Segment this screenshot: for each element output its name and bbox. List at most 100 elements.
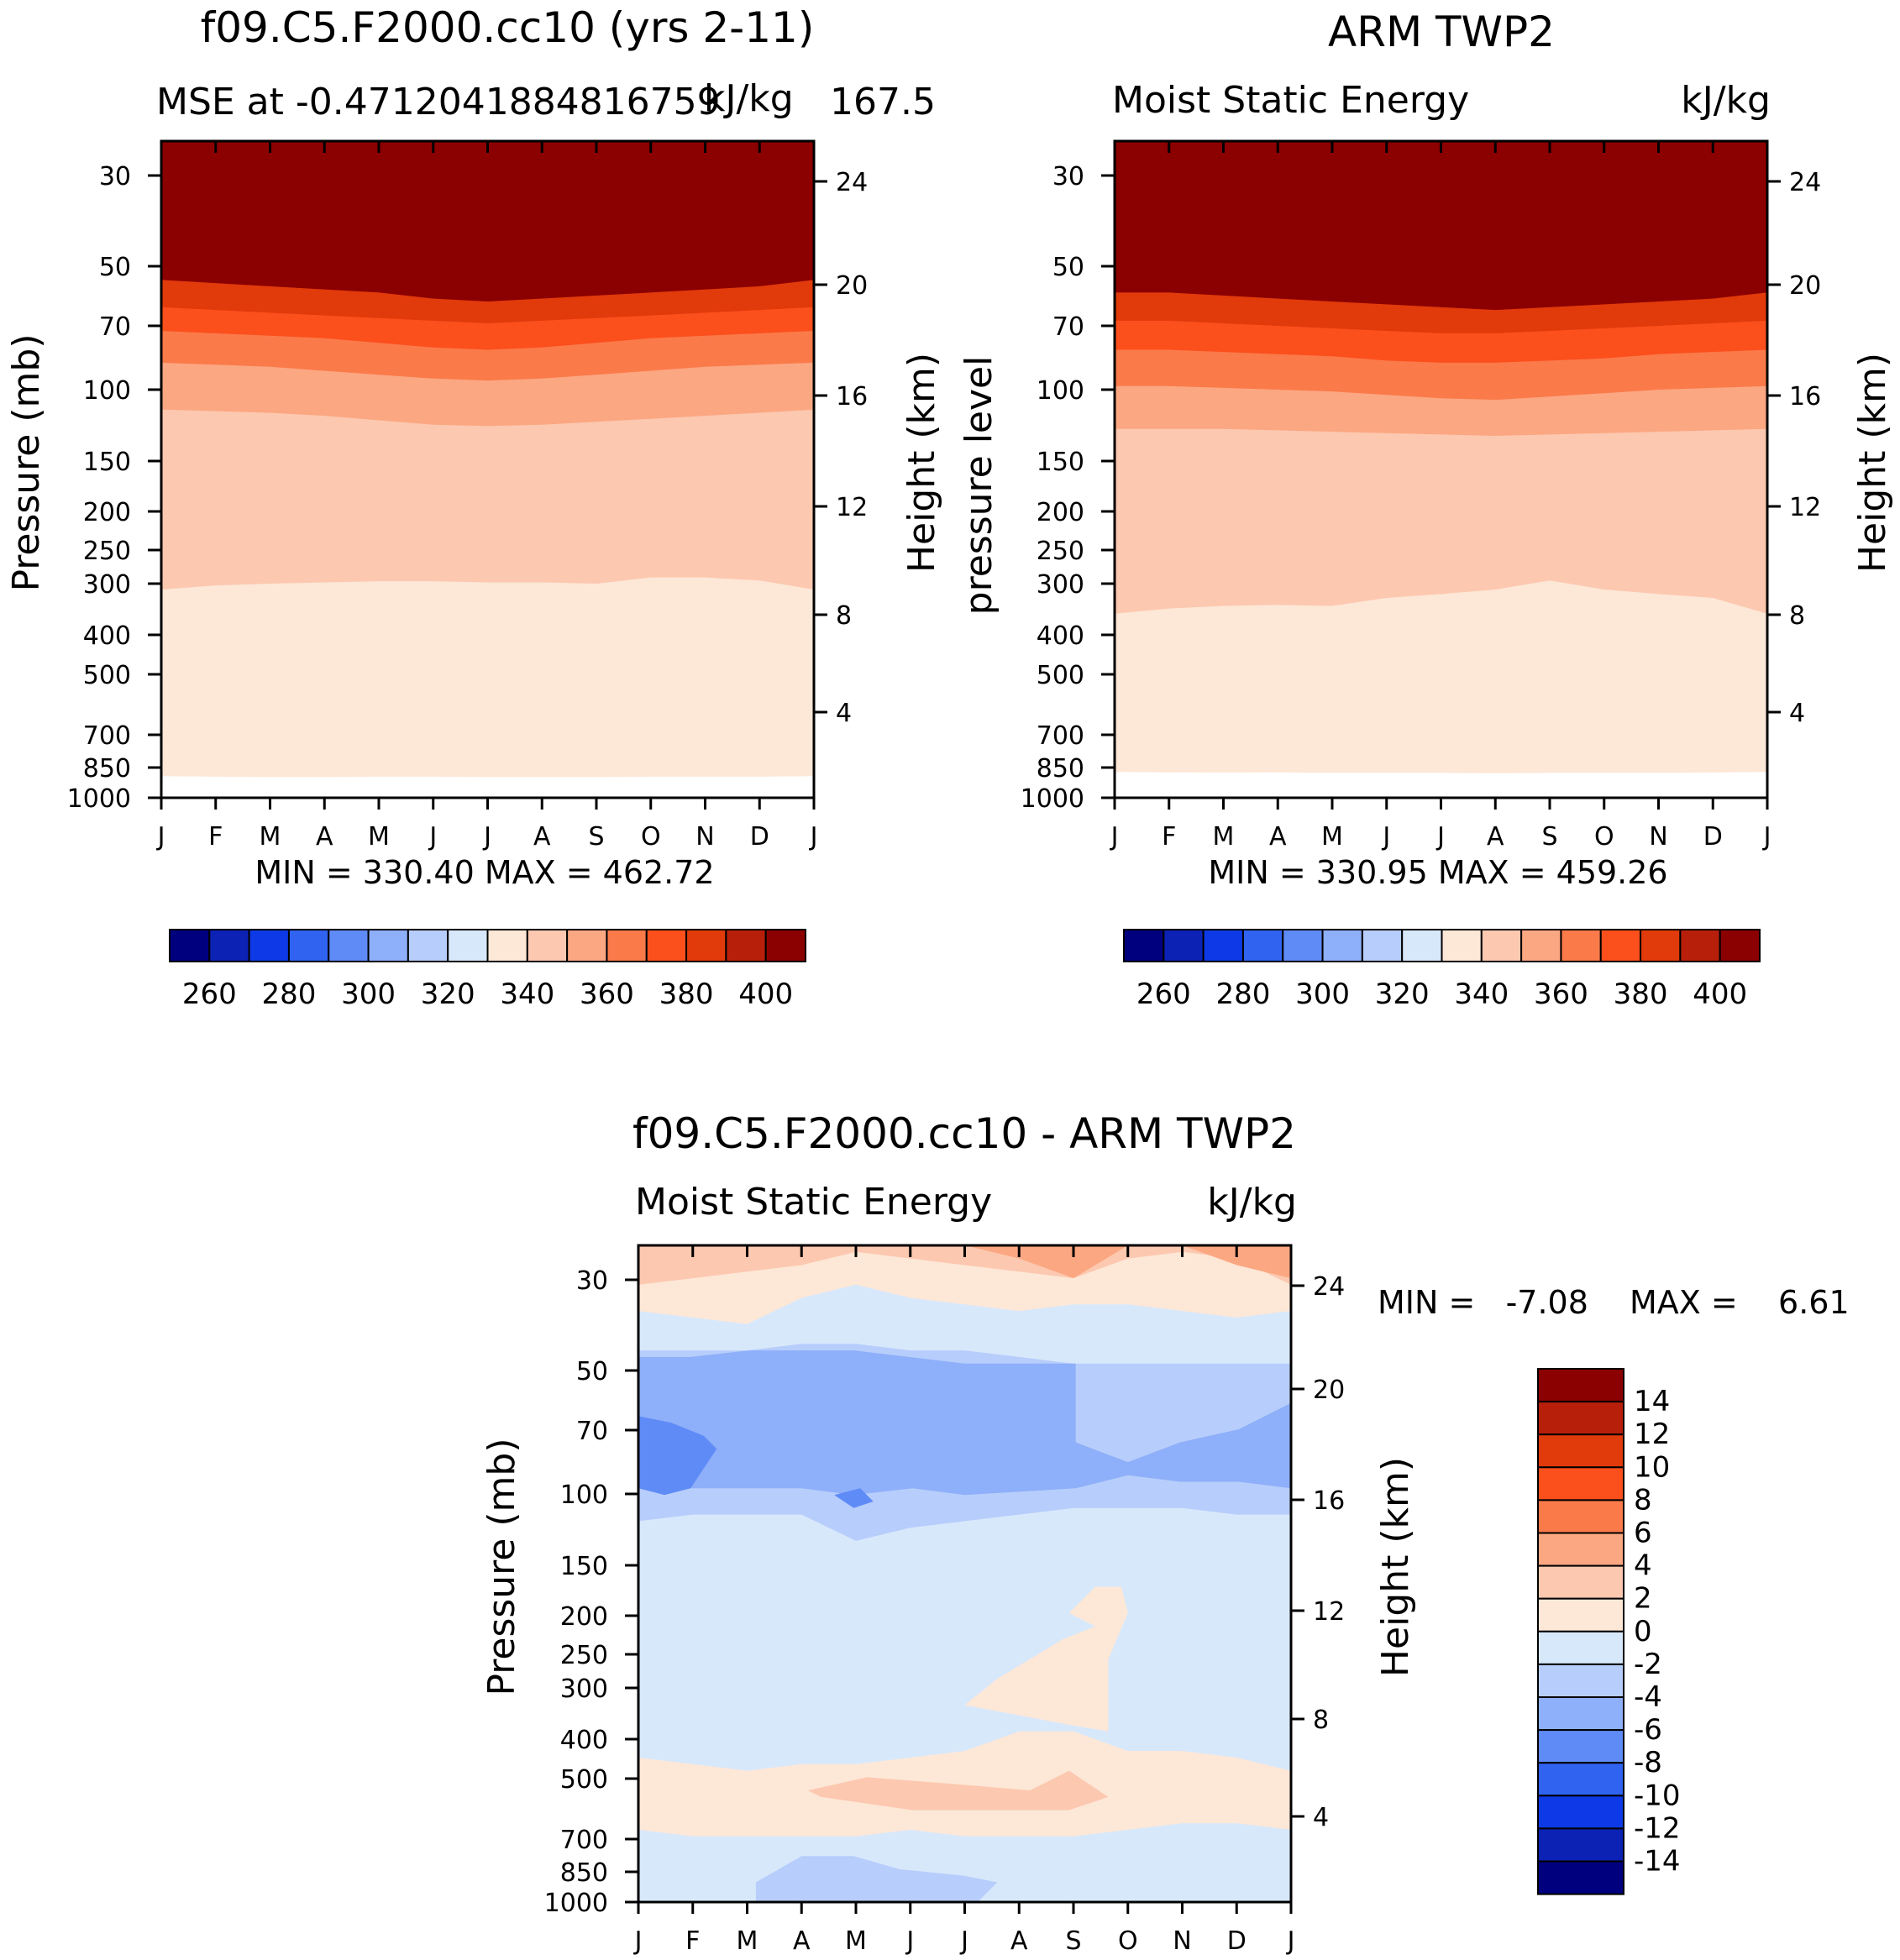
y-tick-label: 30 — [576, 1266, 608, 1296]
colorbar-box — [407, 929, 449, 962]
y2-tick-label: 4 — [836, 699, 852, 728]
panel-title: f09.C5.F2000.cc10 (yrs 2-11) — [201, 3, 815, 52]
y-tick-label: 700 — [560, 1826, 608, 1855]
y2-tick-label: 24 — [836, 168, 868, 197]
x-tick-label: J — [1762, 822, 1771, 852]
colorbar-box — [169, 929, 211, 962]
colorbar: 260 280 300 320 340 360 380 400 — [1123, 929, 1761, 1011]
x-tick-label: O — [1118, 1926, 1138, 1956]
colorbar-box — [1441, 929, 1483, 962]
y-tick-label: 250 — [1037, 537, 1084, 566]
plot-axes: J F M A M J J A S O N D J 30 50 70 100 150 200 250 300 400 500… — [544, 1244, 1345, 1956]
colorbar-label: 400 — [738, 977, 793, 1011]
contour-fill — [638, 1245, 1291, 1902]
colorbar-label: 2 — [1634, 1582, 1652, 1616]
x-tick-label: F — [1162, 822, 1176, 852]
y-tick-label: 30 — [1052, 162, 1084, 191]
panel-subtitle-left: MSE at -0.4712041884816759 — [156, 81, 721, 123]
colorbar-box — [1321, 929, 1363, 962]
x-tick-label: A — [533, 822, 551, 852]
x-tick-label: M — [845, 1926, 867, 1956]
colorbar-box — [1537, 1762, 1624, 1797]
colorbar-box — [486, 929, 528, 962]
lower-positive-max — [808, 1770, 1109, 1811]
x-tick-label: M — [737, 1926, 758, 1956]
x-tick-label: J — [905, 1926, 914, 1956]
x-tick-label: D — [1227, 1926, 1247, 1956]
y2-tick-label: 4 — [1313, 1803, 1329, 1832]
x-tick-label: A — [316, 822, 333, 852]
y-axis-label: Pressure (mb) — [5, 334, 48, 592]
colorbar-label: 300 — [1295, 977, 1350, 1011]
colorbar-label: 360 — [1534, 977, 1588, 1011]
min-max-stats: MIN = 330.95 MAX = 459.26 — [1208, 854, 1667, 891]
colorbar-box — [1537, 1597, 1624, 1632]
colorbar-box — [1537, 1827, 1624, 1863]
y-tick-label: 300 — [560, 1674, 608, 1704]
colorbar-box — [1480, 929, 1523, 962]
colorbar-box — [287, 929, 330, 962]
x-tick-label: J — [1286, 1926, 1295, 1956]
y-tick-label: 250 — [83, 537, 131, 566]
colorbar-label: 260 — [1136, 977, 1191, 1011]
colorbar-label: -8 — [1634, 1746, 1662, 1779]
min-max-stats: MIN = 330.40 MAX = 462.72 — [255, 854, 714, 891]
panel-title: ARM TWP2 — [1328, 8, 1555, 56]
colorbar-box — [1537, 1630, 1624, 1665]
colorbar-label: 380 — [1614, 977, 1668, 1011]
x-tick-label: M — [368, 822, 390, 852]
colorbar-box — [1640, 929, 1682, 962]
y-tick-label: 70 — [576, 1417, 608, 1446]
colorbar-box — [1163, 929, 1205, 962]
colorbar-label: 280 — [1215, 977, 1270, 1011]
panel-subtitle-unit: kJ/kg — [1207, 1181, 1297, 1224]
y2-tick-label: 24 — [1313, 1272, 1345, 1302]
y-tick-label: 100 — [1037, 376, 1084, 406]
colorbar-box — [606, 929, 648, 962]
y-tick-label: 700 — [83, 721, 131, 751]
x-tick-label: F — [208, 822, 223, 852]
y-tick-label: 300 — [83, 570, 131, 600]
lower-positive-band — [638, 1731, 1291, 1837]
y-tick-label: 70 — [99, 312, 131, 342]
y-axis-label: pressure level — [958, 356, 1000, 616]
x-tick-label: M — [1213, 822, 1235, 852]
y-tick-label: 500 — [1037, 661, 1084, 690]
x-tick-label: A — [1487, 822, 1504, 852]
y-tick-label: 50 — [99, 253, 131, 282]
upper-positive-top — [638, 1245, 1291, 1279]
colorbar-box — [1719, 929, 1761, 962]
x-tick-label: J — [959, 1926, 968, 1956]
x-tick-label: D — [1703, 822, 1723, 852]
colorbar-box — [1520, 929, 1562, 962]
colorbar-box — [1401, 929, 1443, 962]
colorbar-box — [1537, 1433, 1624, 1469]
colorbar-box — [1537, 1499, 1624, 1534]
contour-band-top — [161, 141, 814, 301]
y2-tick-label: 12 — [1789, 493, 1821, 522]
colorbar-box — [764, 929, 806, 962]
colorbar-box — [725, 929, 767, 962]
colorbar-label: 320 — [1375, 977, 1430, 1011]
y-tick-label: 250 — [560, 1641, 608, 1670]
x-tick-label: A — [793, 1926, 811, 1956]
x-tick-label: M — [260, 822, 281, 852]
colorbar-label: 4 — [1634, 1549, 1652, 1583]
colorbar: 260 280 300 320 340 360 380 400 — [169, 929, 806, 1011]
colorbar-label: 360 — [580, 977, 634, 1011]
y-tick-label: 400 — [83, 621, 131, 651]
y2-tick-label: 8 — [1789, 601, 1805, 631]
colorbar-label: 0 — [1634, 1615, 1652, 1648]
colorbar-box — [1537, 1729, 1624, 1764]
panel-title: f09.C5.F2000.cc10 - ARM TWP2 — [632, 1109, 1296, 1158]
panel-subtitle-left: Moist Static Energy — [1112, 79, 1469, 122]
x-tick-label: J — [482, 822, 491, 852]
colorbar-label: 340 — [500, 977, 554, 1011]
y2-tick-label: 20 — [1313, 1376, 1345, 1405]
colorbar-box — [1537, 1466, 1624, 1501]
colorbar-label: 8 — [1634, 1483, 1652, 1517]
panel-subtitle-unit: kJ/kg — [704, 77, 794, 120]
core-negative — [638, 1350, 1291, 1496]
